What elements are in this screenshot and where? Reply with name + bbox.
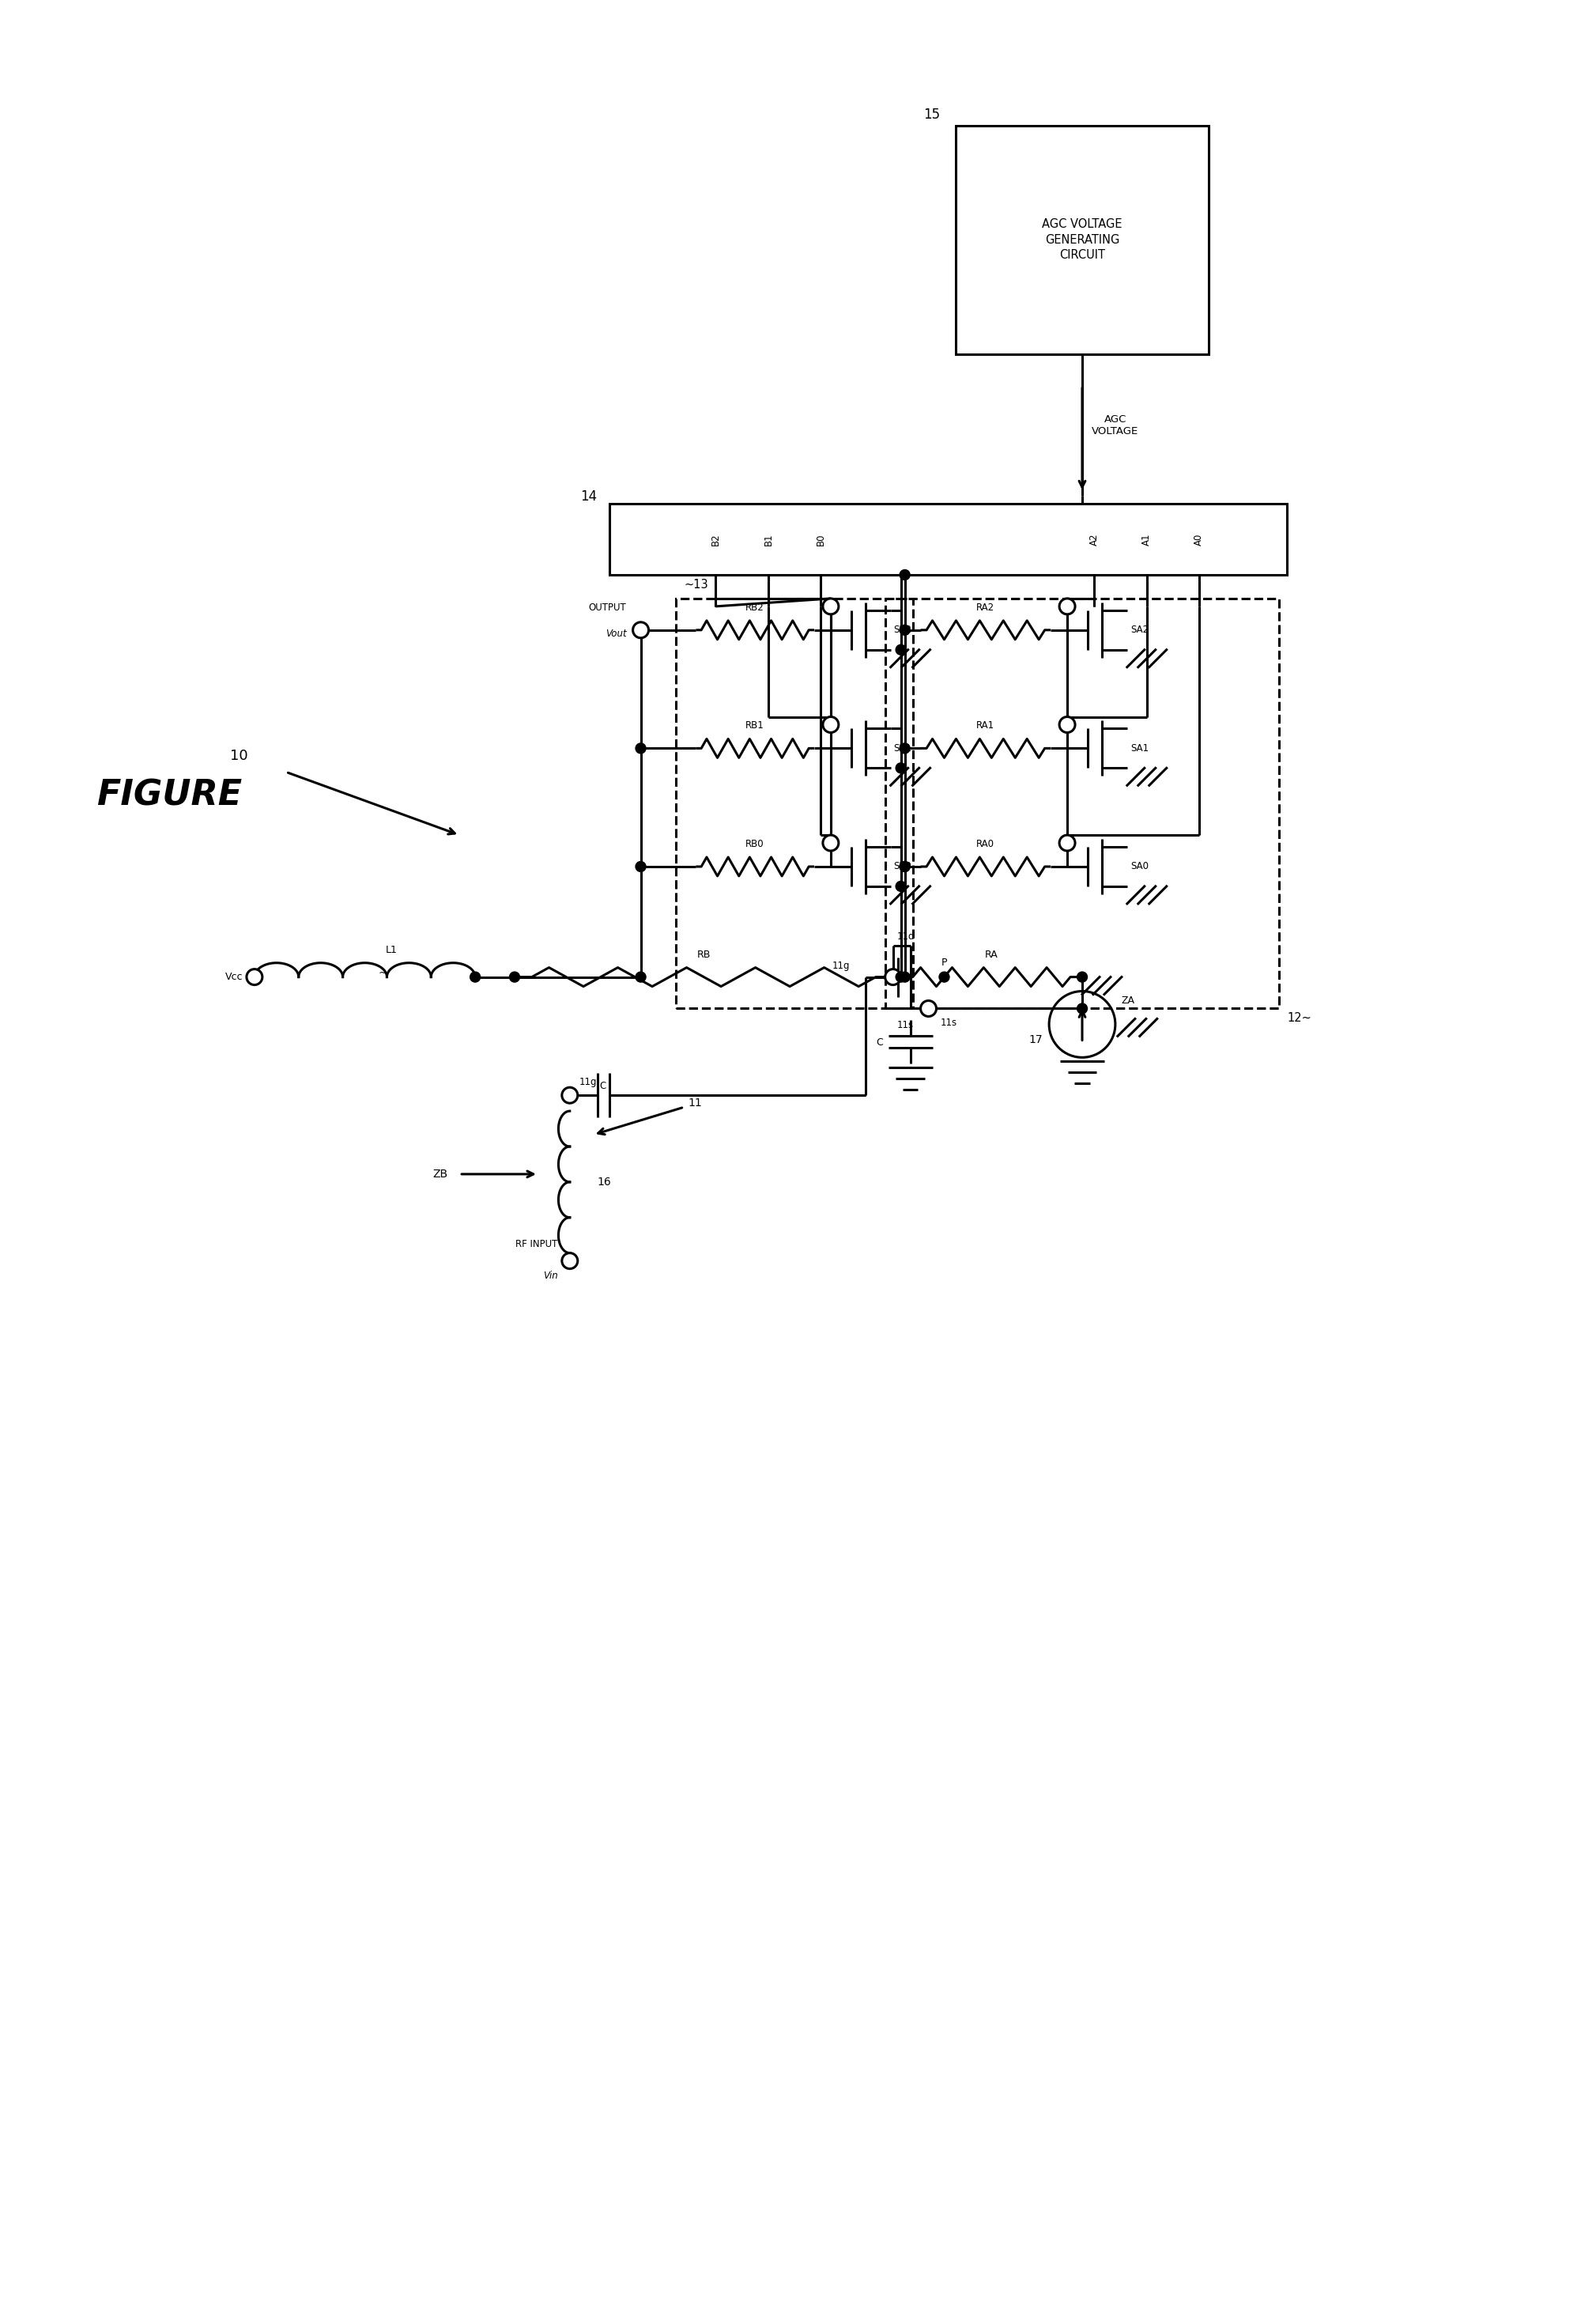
Circle shape	[900, 570, 910, 579]
Text: A0: A0	[1194, 533, 1203, 544]
Bar	[886, 600, 1280, 1008]
Text: OUTPUT: OUTPUT	[589, 602, 627, 613]
Text: RB1: RB1	[745, 721, 764, 730]
Text: 11g: 11g	[832, 960, 849, 972]
Text: AGC VOLTAGE
GENERATING
CIRCUIT: AGC VOLTAGE GENERATING CIRCUIT	[1042, 218, 1122, 262]
Circle shape	[634, 622, 648, 639]
Text: SA1: SA1	[1130, 744, 1149, 753]
Text: SB2: SB2	[894, 625, 911, 636]
Text: RA: RA	[985, 949, 998, 960]
Circle shape	[635, 861, 646, 873]
Circle shape	[824, 717, 838, 733]
Circle shape	[900, 625, 910, 636]
Circle shape	[1077, 972, 1087, 983]
Circle shape	[1077, 1004, 1087, 1013]
Text: 11s: 11s	[897, 1020, 913, 1031]
Circle shape	[1060, 600, 1076, 613]
Text: ZA: ZA	[1122, 995, 1135, 1006]
Circle shape	[635, 972, 646, 983]
Text: 12~: 12~	[1286, 1013, 1312, 1024]
Circle shape	[471, 972, 480, 983]
Text: 16: 16	[597, 1176, 611, 1188]
Circle shape	[895, 763, 907, 774]
Text: C: C	[600, 1082, 606, 1091]
Circle shape	[509, 972, 520, 983]
Circle shape	[900, 861, 910, 873]
Text: ZB: ZB	[433, 1169, 447, 1181]
Circle shape	[887, 972, 899, 983]
Circle shape	[246, 969, 262, 985]
Circle shape	[895, 882, 907, 891]
Text: 10: 10	[230, 749, 247, 763]
Circle shape	[900, 861, 910, 873]
Text: SA2: SA2	[1130, 625, 1149, 636]
Circle shape	[895, 645, 907, 655]
Text: ~: ~	[378, 967, 388, 979]
Circle shape	[635, 744, 646, 753]
Text: 15: 15	[924, 108, 940, 122]
Text: SA0: SA0	[1130, 861, 1149, 873]
Circle shape	[1060, 717, 1076, 733]
Bar	[956, 126, 1208, 354]
Text: SB0: SB0	[894, 861, 911, 873]
Text: 11d: 11d	[897, 930, 915, 942]
Bar	[610, 503, 1286, 574]
Text: RA1: RA1	[977, 721, 994, 730]
Circle shape	[562, 1252, 578, 1268]
Text: L1: L1	[385, 944, 397, 956]
Circle shape	[900, 744, 910, 753]
Circle shape	[824, 600, 838, 613]
Text: 17: 17	[1029, 1034, 1042, 1045]
Text: RF INPUT: RF INPUT	[516, 1238, 559, 1250]
Text: Vcc: Vcc	[225, 972, 243, 983]
Text: AGC
VOLTAGE: AGC VOLTAGE	[1092, 413, 1138, 436]
Text: A1: A1	[1141, 533, 1152, 544]
Circle shape	[921, 1001, 937, 1015]
Text: 11g: 11g	[579, 1077, 597, 1086]
Text: 14: 14	[581, 489, 597, 503]
Text: 11: 11	[688, 1098, 702, 1109]
Text: 11s: 11s	[940, 1018, 958, 1029]
Text: B0: B0	[816, 533, 825, 544]
Text: P: P	[942, 958, 946, 967]
Circle shape	[824, 836, 838, 850]
Circle shape	[1060, 836, 1076, 850]
Text: RB: RB	[697, 949, 710, 960]
Text: RB0: RB0	[745, 838, 764, 850]
Text: SB1: SB1	[894, 744, 911, 753]
Text: FIGURE: FIGURE	[97, 779, 243, 813]
Text: RB2: RB2	[745, 602, 764, 613]
Circle shape	[562, 1086, 578, 1103]
Text: ~13: ~13	[685, 579, 709, 590]
Text: RA0: RA0	[977, 838, 994, 850]
Text: Vout: Vout	[605, 629, 627, 639]
Text: C: C	[876, 1038, 883, 1047]
Text: A2: A2	[1088, 533, 1100, 544]
Circle shape	[900, 972, 910, 983]
Text: B1: B1	[763, 533, 774, 547]
Text: RA2: RA2	[977, 602, 994, 613]
Text: B2: B2	[710, 533, 721, 547]
Circle shape	[938, 972, 950, 983]
Circle shape	[895, 972, 907, 983]
Bar	[677, 600, 913, 1008]
Circle shape	[886, 969, 900, 985]
Text: Vin: Vin	[543, 1270, 559, 1282]
